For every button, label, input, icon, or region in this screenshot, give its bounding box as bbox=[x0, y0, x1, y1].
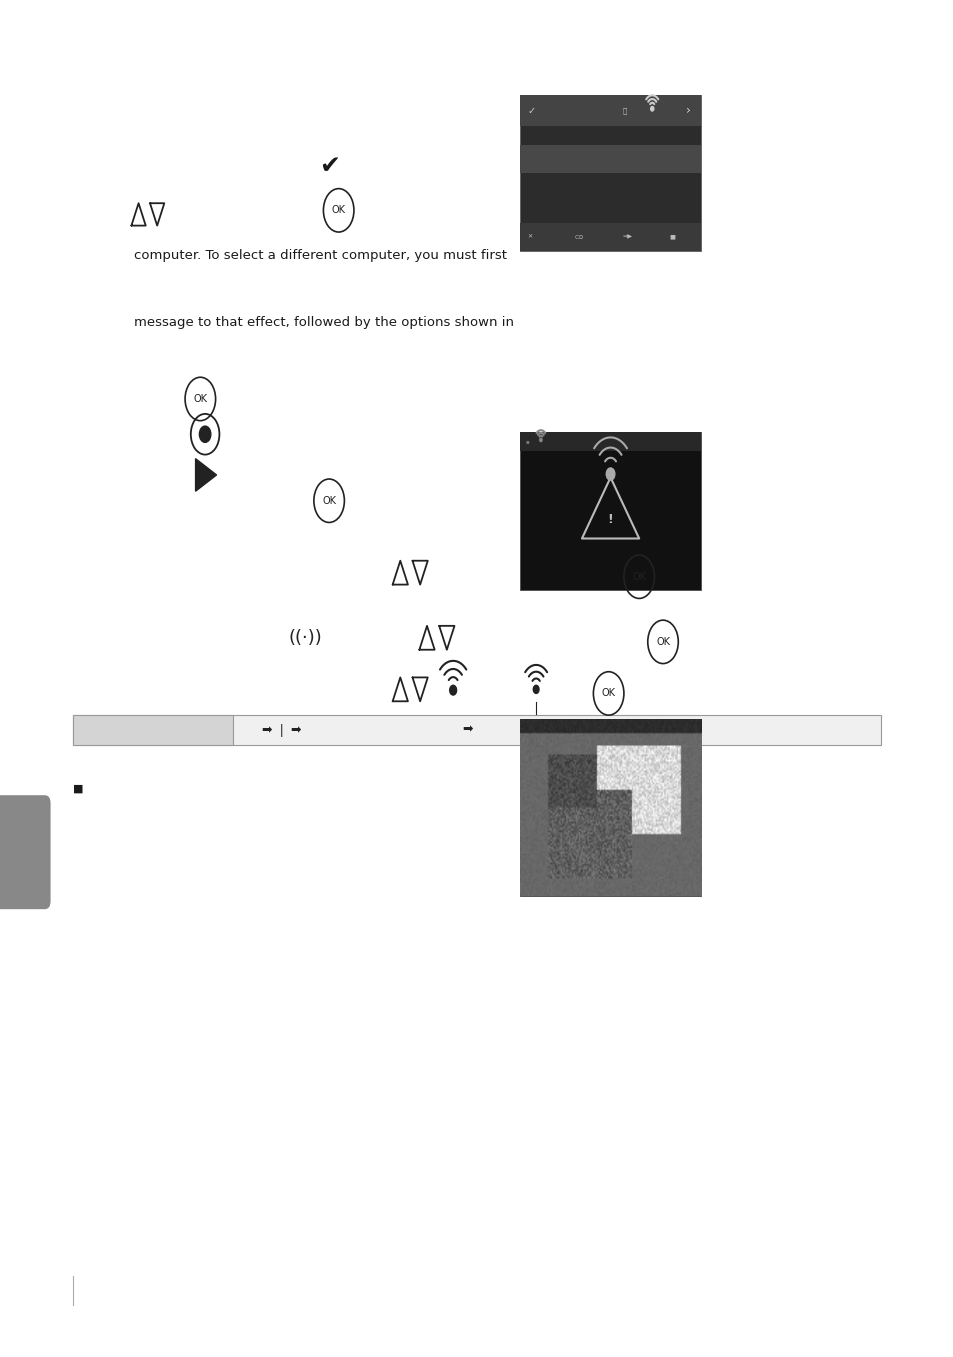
Text: 🔒: 🔒 bbox=[622, 107, 626, 114]
Text: OK: OK bbox=[601, 688, 615, 699]
Circle shape bbox=[650, 107, 653, 111]
Text: ▪: ▪ bbox=[525, 438, 529, 444]
FancyBboxPatch shape bbox=[0, 795, 51, 909]
Circle shape bbox=[539, 438, 541, 441]
FancyBboxPatch shape bbox=[519, 95, 700, 251]
Text: ■: ■ bbox=[72, 783, 84, 794]
Text: ✕: ✕ bbox=[527, 235, 533, 239]
FancyBboxPatch shape bbox=[519, 95, 700, 126]
Text: OK: OK bbox=[322, 495, 335, 506]
Text: OK: OK bbox=[332, 205, 345, 216]
FancyBboxPatch shape bbox=[73, 715, 880, 745]
FancyBboxPatch shape bbox=[519, 432, 700, 451]
Circle shape bbox=[606, 468, 615, 480]
FancyBboxPatch shape bbox=[73, 715, 233, 745]
FancyBboxPatch shape bbox=[519, 432, 700, 590]
Text: ((·)): ((·)) bbox=[288, 628, 322, 647]
Text: ⇒▶: ⇒▶ bbox=[621, 235, 632, 239]
Text: ➡ ❘ ➡: ➡ ❘ ➡ bbox=[261, 723, 301, 737]
Text: ✔: ✔ bbox=[318, 153, 339, 178]
Text: OK: OK bbox=[193, 394, 207, 404]
FancyBboxPatch shape bbox=[519, 145, 700, 174]
Circle shape bbox=[449, 685, 456, 695]
Text: OK: OK bbox=[656, 636, 669, 647]
Polygon shape bbox=[195, 459, 216, 491]
Text: ›: › bbox=[685, 104, 690, 117]
Circle shape bbox=[199, 426, 211, 442]
Text: message to that effect, followed by the options shown in: message to that effect, followed by the … bbox=[133, 316, 513, 330]
FancyBboxPatch shape bbox=[519, 719, 700, 896]
Text: ➡: ➡ bbox=[461, 723, 473, 737]
Text: !: ! bbox=[607, 513, 613, 527]
Text: computer. To select a different computer, you must first: computer. To select a different computer… bbox=[133, 248, 506, 262]
FancyBboxPatch shape bbox=[519, 223, 700, 251]
Circle shape bbox=[533, 685, 538, 693]
Text: C⊙: C⊙ bbox=[575, 235, 584, 239]
Text: OK: OK bbox=[632, 571, 645, 582]
Text: ✓: ✓ bbox=[527, 106, 536, 115]
Text: ■: ■ bbox=[669, 235, 675, 239]
